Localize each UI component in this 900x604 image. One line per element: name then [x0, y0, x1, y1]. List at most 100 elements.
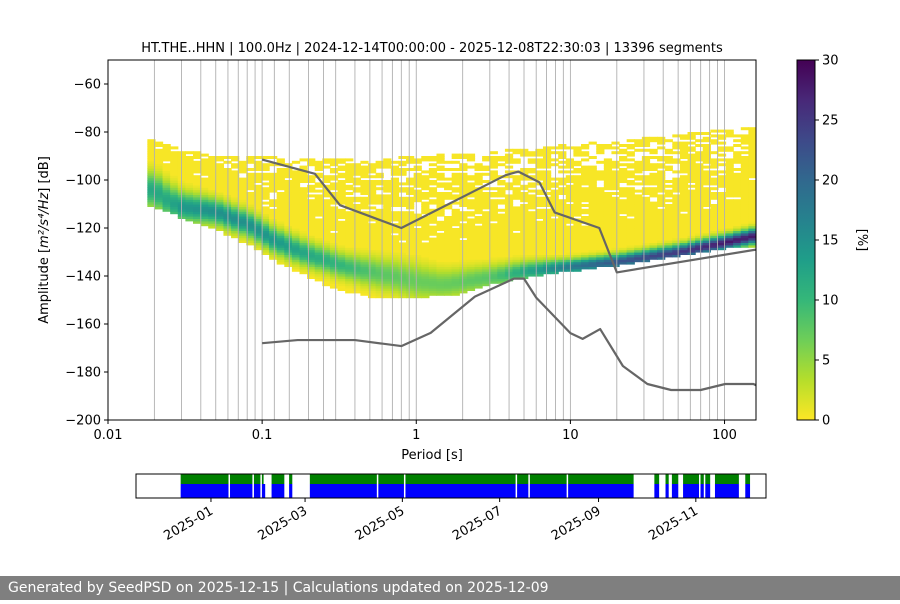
heatmap-cell — [649, 206, 658, 210]
heatmap-cell — [367, 290, 377, 294]
heatmap-cell — [208, 160, 217, 164]
heatmap-column — [345, 158, 354, 294]
heatmap-cell — [733, 158, 742, 162]
heatmap-cell — [367, 182, 377, 186]
heatmap-cell — [421, 249, 430, 253]
heatmap-cell — [428, 242, 438, 246]
heatmap-cell — [664, 247, 673, 251]
heatmap-cell — [634, 165, 643, 169]
heatmap-cell — [428, 252, 438, 255]
heatmap-cell — [200, 172, 209, 176]
heatmap-cell — [725, 228, 734, 231]
heatmap-cell — [413, 177, 422, 181]
heatmap-cell — [702, 175, 711, 179]
heatmap-cell — [238, 225, 247, 229]
heatmap-cell — [626, 208, 635, 212]
heatmap-cell — [489, 170, 498, 174]
heatmap-cell — [596, 187, 605, 191]
heatmap-cell — [466, 264, 476, 267]
heatmap-cell — [246, 194, 255, 198]
heatmap-cell — [261, 216, 270, 219]
heatmap-cell — [489, 225, 498, 229]
heatmap-cell — [314, 196, 323, 200]
heatmap-cell — [725, 206, 734, 210]
heatmap-column — [375, 160, 384, 299]
heatmap-cell — [634, 168, 643, 171]
heatmap-cell — [162, 189, 171, 193]
heatmap-cell — [725, 235, 734, 239]
heatmap-cell — [512, 264, 521, 267]
heatmap-cell — [170, 177, 179, 181]
heatmap-column — [162, 144, 171, 212]
heatmap-cell — [474, 194, 483, 198]
heatmap-cell — [284, 249, 293, 253]
heatmap-cell — [360, 237, 369, 241]
heatmap-cell — [748, 165, 756, 169]
heatmap-cell — [512, 177, 521, 181]
heatmap-cell — [611, 244, 620, 248]
heatmap-cell — [246, 213, 255, 217]
heatmap-cell — [421, 194, 430, 198]
heatmap-cell — [322, 280, 331, 284]
heatmap-cell — [558, 187, 567, 191]
heatmap-cell — [619, 199, 628, 203]
heatmap-cell — [603, 254, 613, 258]
heatmap-cell — [702, 136, 711, 140]
heatmap-cell — [634, 220, 643, 224]
heatmap-cell — [170, 182, 179, 186]
heatmap-cell — [459, 278, 468, 282]
heatmap-cell — [307, 266, 316, 270]
heatmap-cell — [215, 208, 225, 212]
heatmap-cell — [269, 218, 278, 222]
heatmap-cell — [406, 295, 415, 299]
heatmap-cell — [565, 228, 575, 231]
heatmap-cell — [657, 225, 666, 229]
heatmap-cell — [253, 235, 263, 239]
heatmap-cell — [733, 235, 742, 239]
heatmap-cell — [314, 182, 323, 186]
heatmap-cell — [238, 199, 247, 203]
heatmap-cell — [542, 232, 552, 236]
heatmap-cell — [603, 175, 613, 179]
heatmap-cell — [581, 230, 590, 234]
heatmap-cell — [269, 175, 278, 179]
heatmap-cell — [657, 208, 666, 212]
heatmap-cell — [626, 259, 635, 263]
heatmap-cell — [459, 268, 468, 272]
y-axis-label: Amplitude [m²/s⁴/Hz] [dB] — [37, 156, 52, 324]
heatmap-cell — [406, 264, 415, 267]
heatmap-cell — [345, 268, 354, 272]
heatmap-cell — [253, 168, 263, 171]
heatmap-cell — [740, 158, 749, 162]
heatmap-cell — [565, 187, 575, 191]
heatmap-cell — [329, 240, 339, 243]
heatmap-cell — [291, 196, 301, 200]
heatmap-cell — [664, 184, 673, 188]
heatmap-column — [383, 158, 392, 299]
heatmap-cell — [307, 199, 316, 203]
heatmap-cell — [352, 199, 361, 203]
heatmap-cell — [360, 271, 369, 275]
heatmap-cell — [345, 175, 354, 179]
heatmap-cell — [489, 172, 498, 176]
heatmap-cell — [459, 225, 468, 229]
heatmap-cell — [375, 249, 384, 253]
heatmap-cell — [740, 218, 749, 222]
heatmap-cell — [246, 160, 255, 164]
heatmap-cell — [672, 235, 681, 239]
heatmap-cell — [634, 235, 643, 239]
heatmap-cell — [261, 163, 270, 167]
heatmap-cell — [375, 256, 384, 260]
heatmap-cell — [717, 201, 727, 205]
heatmap-cell — [375, 196, 384, 200]
heatmap-cell — [383, 158, 392, 162]
heatmap-cell — [451, 228, 460, 231]
heatmap-cell — [208, 180, 217, 183]
heatmap-cell — [421, 261, 430, 265]
heatmap-cell — [398, 264, 407, 267]
heatmap-cell — [740, 141, 749, 145]
heatmap-cell — [352, 290, 361, 294]
heatmap-cell — [307, 204, 316, 207]
heatmap-cell — [581, 168, 590, 171]
heatmap-cell — [200, 194, 209, 198]
